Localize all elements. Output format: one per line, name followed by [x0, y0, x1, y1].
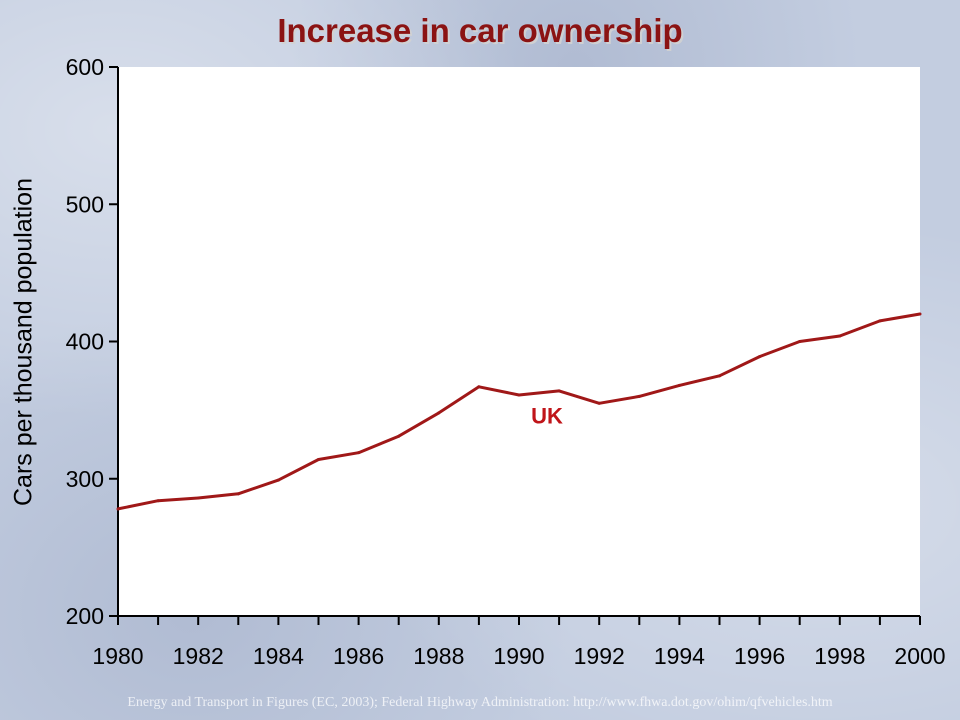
- x-tick-label: 2000: [894, 643, 945, 669]
- x-tick-label: 1996: [734, 643, 785, 669]
- data-point: [677, 383, 681, 387]
- plot-area: [118, 67, 920, 616]
- x-tick-label: 1990: [493, 643, 544, 669]
- x-tick-label: 1980: [92, 643, 143, 669]
- data-point: [838, 334, 842, 338]
- data-point: [718, 374, 721, 378]
- data-point: [357, 451, 361, 455]
- y-tick-label: 600: [66, 54, 104, 80]
- data-point: [236, 492, 240, 496]
- x-tick-label: 1994: [654, 643, 705, 669]
- x-tick-label: 1992: [574, 643, 625, 669]
- data-point: [437, 411, 441, 415]
- data-point: [597, 401, 601, 405]
- x-tick-label: 1988: [413, 643, 464, 669]
- data-point: [517, 393, 521, 397]
- data-point: [918, 312, 922, 316]
- data-point: [156, 499, 160, 503]
- data-point: [397, 434, 401, 438]
- x-tick-label: 1998: [814, 643, 865, 669]
- axes: 200 300 400 500 600 1980 1982 1984 1986 1988 1990 1…: [66, 54, 946, 669]
- data-point: [276, 478, 280, 482]
- y-tick-label: 500: [66, 191, 104, 217]
- chart-title: Increase in car ownership: [277, 12, 683, 49]
- x-tick-label: 1986: [333, 643, 384, 669]
- y-tick-label: 400: [66, 329, 104, 355]
- data-point: [317, 458, 320, 462]
- series-layer: UK: [116, 312, 922, 511]
- data-point: [477, 385, 481, 389]
- x-tick-label: 1982: [173, 643, 224, 669]
- data-point: [758, 355, 762, 359]
- data-point: [798, 340, 802, 343]
- data-point: [557, 389, 561, 393]
- data-point: [878, 319, 882, 323]
- data-point: [637, 394, 641, 398]
- data-point: [196, 496, 200, 500]
- source-footnote: Energy and Transport in Figures (EC, 200…: [127, 695, 833, 710]
- series-label-uk: UK: [531, 404, 563, 429]
- y-tick-label: 200: [66, 603, 104, 629]
- y-tick-label: 300: [66, 466, 104, 492]
- x-tick-label: 1984: [253, 643, 304, 669]
- data-point: [116, 507, 120, 511]
